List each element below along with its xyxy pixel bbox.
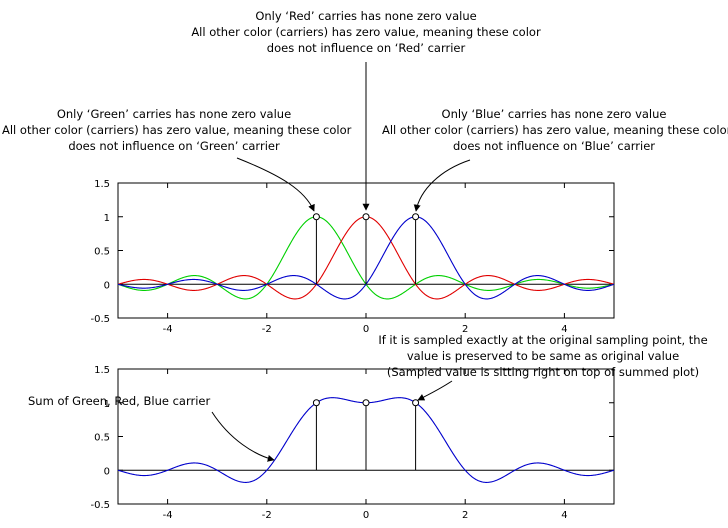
green-arrow <box>236 157 315 212</box>
top-chart-samples <box>312 213 420 285</box>
preserved-annotation-line-1: If it is sampled exactly at the original… <box>378 333 708 347</box>
green-annotation-line-2: All other color (carriers) has zero valu… <box>2 123 352 137</box>
preserved-annotation: If it is sampled exactly at the original… <box>362 332 724 380</box>
sample-point <box>362 399 370 407</box>
blue-annotation: Only ‘Blue’ carries has none zero value … <box>382 106 728 154</box>
x-tick-label: 2 <box>462 510 468 521</box>
y-tick-label: 0.5 <box>94 433 110 444</box>
blue-annotation-line-3: does not influence on ‘Blue’ carrier <box>453 139 655 153</box>
bottom-chart-samples <box>312 399 420 471</box>
x-tick-label: -2 <box>262 324 272 335</box>
green-annotation: Only ‘Green’ carries has none zero value… <box>2 106 352 154</box>
x-tick-label: -4 <box>163 324 173 335</box>
y-tick-label: 0.5 <box>94 247 110 258</box>
preserved-arrow <box>417 380 453 401</box>
red-annotation: Only ‘Red’ carries has none zero value A… <box>188 8 544 56</box>
x-tick-label: 0 <box>363 324 369 335</box>
red-annotation-line-3: does not influence on ‘Red’ carrier <box>266 41 466 55</box>
x-tick-label: 0 <box>363 510 369 521</box>
sample-point <box>312 399 320 407</box>
preserved-annotation-line-2: value is preserved to be same as origina… <box>406 349 680 363</box>
bottom-chart-y-ticks: 1.5 1 0.5 0 -0.5 <box>90 365 614 511</box>
top-chart: 1.5 1 0.5 0 -0.5 -4 -2 0 2 4 <box>90 179 615 335</box>
y-tick-label: 1.5 <box>94 179 110 190</box>
sample-point <box>412 399 420 407</box>
y-tick-label: -0.5 <box>90 314 110 325</box>
blue-arrow <box>413 159 471 212</box>
x-tick-label: 4 <box>561 510 567 521</box>
y-tick-label: 1 <box>104 213 110 224</box>
sum-annotation-line-1: Sum of Green, Red, Blue carrier <box>28 394 211 408</box>
top-chart-x-ticks: -4 -2 0 2 4 <box>163 183 568 335</box>
y-tick-label: 1.5 <box>94 365 110 376</box>
y-tick-label: -0.5 <box>90 500 110 511</box>
sum-arrow <box>211 411 275 462</box>
blue-annotation-line-2: All other color (carriers) has zero valu… <box>382 123 728 137</box>
sum-annotation: Sum of Green, Red, Blue carrier <box>28 393 210 409</box>
preserved-annotation-line-3: (Sampled value is sitting right on top o… <box>386 365 700 379</box>
y-tick-label: 1 <box>104 399 110 410</box>
green-annotation-line-3: does not influence on ‘Green’ carrier <box>68 139 280 153</box>
x-tick-label: 4 <box>561 324 567 335</box>
bottom-chart-x-ticks: -4 -2 0 2 4 <box>163 369 568 521</box>
blue-annotation-line-1: Only ‘Blue’ carries has none zero value <box>441 107 667 121</box>
red-annotation-line-2: All other color (carriers) has zero valu… <box>191 25 541 39</box>
green-annotation-line-1: Only ‘Green’ carries has none zero value <box>56 107 292 121</box>
sample-point <box>362 213 370 221</box>
x-tick-label: -2 <box>262 510 272 521</box>
sample-point <box>312 213 320 221</box>
bottom-chart: 1.5 1 0.5 0 -0.5 -4 -2 0 2 4 <box>90 365 615 521</box>
y-tick-label: 0 <box>104 466 110 477</box>
x-tick-label: -4 <box>163 510 173 521</box>
red-annotation-line-1: Only ‘Red’ carries has none zero value <box>255 9 477 23</box>
top-chart-y-ticks: 1.5 1 0.5 0 -0.5 <box>90 179 614 325</box>
x-tick-label: 2 <box>462 324 468 335</box>
sample-point <box>412 213 420 221</box>
y-tick-label: 0 <box>104 280 110 291</box>
